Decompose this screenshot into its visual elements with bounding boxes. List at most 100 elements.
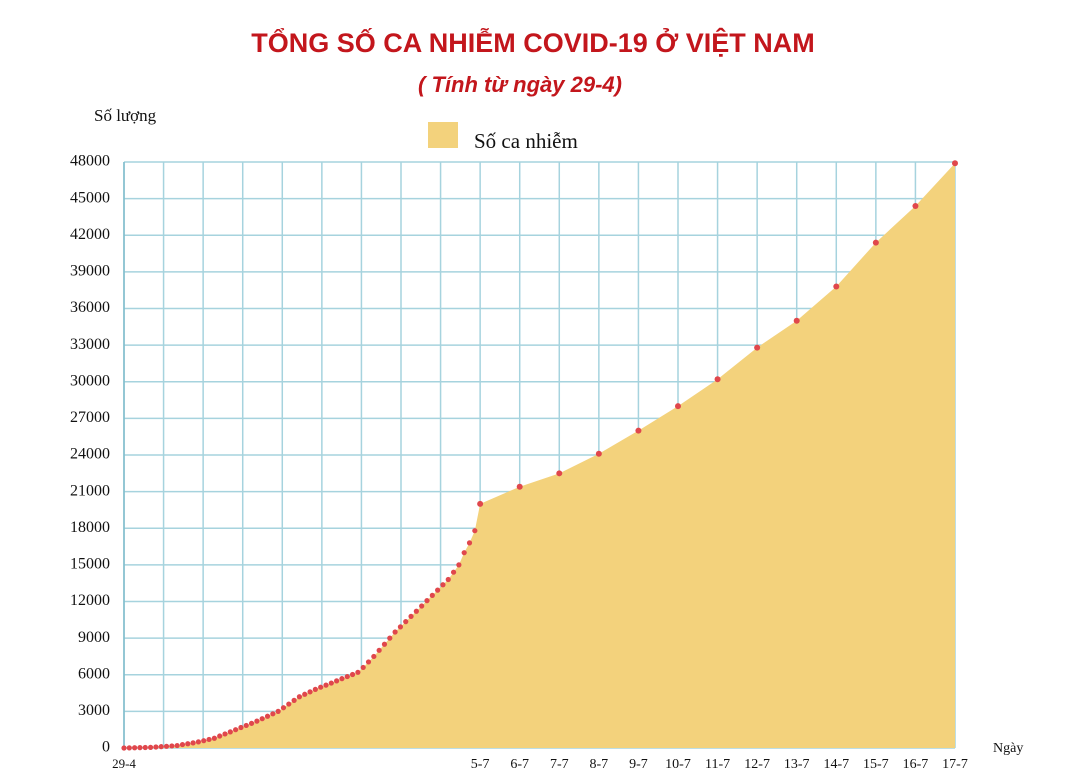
data-point [376,647,382,653]
data-point [675,403,681,410]
data-point [254,718,260,724]
data-point [793,317,800,324]
data-point [754,344,761,351]
x-tick-label: 8-7 [590,757,609,772]
x-tick-label: 12-7 [744,757,770,772]
data-point [445,576,451,583]
data-point [275,708,281,714]
data-point [248,720,255,726]
x-tick-label: 13-7 [784,757,810,772]
x-tick-label: 16-7 [903,757,929,772]
y-tick-label: 24000 [70,446,110,463]
data-point [270,711,276,717]
data-point [912,202,919,209]
data-point [179,741,186,748]
data-point [286,701,292,707]
data-point [714,376,721,383]
data-point [312,686,318,693]
data-point [424,598,430,604]
data-point [147,744,154,750]
data-point [126,745,132,751]
area [124,163,955,749]
data-point [477,500,484,507]
data-point [440,582,446,588]
x-tick-label: 5-7 [471,757,490,772]
x-tick-label: 6-7 [510,757,529,772]
x-tick-label: 9-7 [629,757,648,772]
data-point [217,733,223,739]
data-point [872,239,879,246]
legend-swatch [428,122,458,148]
data-point [323,682,329,688]
data-point [190,740,196,746]
y-tick-label: 21000 [70,482,110,499]
data-point [461,550,467,556]
data-point [222,731,228,737]
data-point [132,745,138,751]
data-point [163,743,170,749]
x-tick-label: 14-7 [823,757,849,772]
data-point [264,713,271,719]
y-tick-label: 27000 [70,409,110,426]
data-point [185,741,191,747]
data-point [392,629,398,635]
data-point [195,739,202,745]
y-tick-label: 36000 [70,299,110,316]
x-tick-label: 11-7 [705,757,730,772]
data-point [371,653,377,660]
x-tick-label: 10-7 [665,757,691,772]
data-point [174,742,180,749]
data-point [307,689,313,695]
chart-title: TỔNG SỐ CA NHIỄM COVID-19 Ở VIỆT NAM [251,26,815,58]
data-point [456,562,462,568]
y-tick-label: 45000 [70,189,110,206]
data-point [318,684,324,690]
data-point [259,716,265,722]
data-point [291,697,297,703]
data-point [339,676,345,682]
data-point [344,673,350,680]
y-tick-label: 33000 [70,336,110,353]
data-point [450,569,457,575]
y-tick-label: 6000 [78,665,110,682]
data-point [833,283,840,290]
y-tick-label: 9000 [78,629,110,646]
data-point [206,736,212,743]
data-point [360,664,366,671]
data-point [595,450,602,457]
data-point [334,678,340,684]
data-point [158,744,164,750]
data-point [296,694,303,700]
x-axis-label: Ngày [993,741,1023,756]
x-tick-label: 15-7 [863,757,889,772]
data-point [516,483,523,490]
data-point [429,592,435,598]
data-point [137,745,143,751]
y-tick-label: 42000 [70,226,110,243]
y-tick-label: 48000 [70,153,110,170]
data-point [952,160,958,167]
data-point [280,705,287,711]
data-point [355,669,361,675]
data-point [328,680,334,686]
data-point [142,744,148,751]
data-point [349,671,356,678]
data-point [211,735,217,741]
x-tick-label: 29-4 [112,756,136,771]
y-tick-label: 39000 [70,263,110,280]
data-point [472,528,478,534]
data-point [435,587,441,593]
y-tick-label: 12000 [70,592,110,609]
legend-label: Số ca nhiễm [474,129,578,153]
data-point [238,724,244,731]
x-tick-label: 17-7 [942,757,968,772]
data-point [413,608,419,614]
data-point [408,613,414,619]
y-tick-label: 0 [102,739,110,756]
data-point [397,624,404,630]
data-point [466,540,473,546]
data-point [233,727,239,733]
data-point [121,745,127,751]
y-tick-label: 3000 [78,702,110,719]
